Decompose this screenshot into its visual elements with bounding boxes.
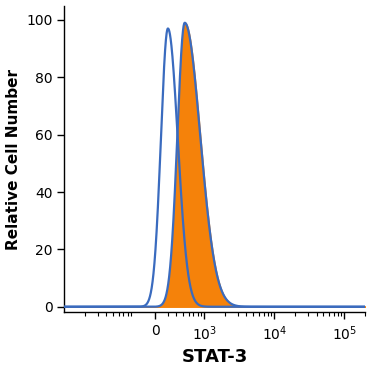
X-axis label: STAT-3: STAT-3	[182, 349, 248, 366]
Y-axis label: Relative Cell Number: Relative Cell Number	[6, 68, 20, 250]
